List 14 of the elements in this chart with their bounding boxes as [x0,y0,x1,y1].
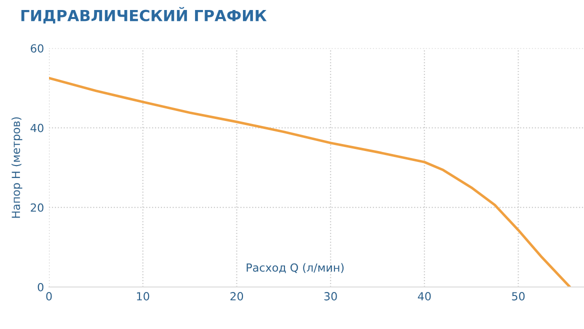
x-tick-label: 50 [512,292,525,300]
x-axis-title: Расход Q (л/мин) [246,263,344,274]
x-tick-label: 20 [230,292,244,300]
x-tick-label: 10 [137,292,150,300]
y-tick-label: 60 [30,44,44,53]
y-tick-label: 40 [30,124,44,132]
chart-title: ГИДРАВЛИЧЕСКИЙ ГРАФИК [21,6,267,24]
x-tick-label: 40 [418,292,431,300]
y-axis-title: Напор H (метров) [12,117,22,218]
y-tick-label: 20 [30,203,44,212]
x-tick-label: 0 [46,292,52,300]
line-series [49,76,572,287]
y-tick-label: 0 [38,282,44,292]
x-tick-label: 30 [324,292,337,300]
